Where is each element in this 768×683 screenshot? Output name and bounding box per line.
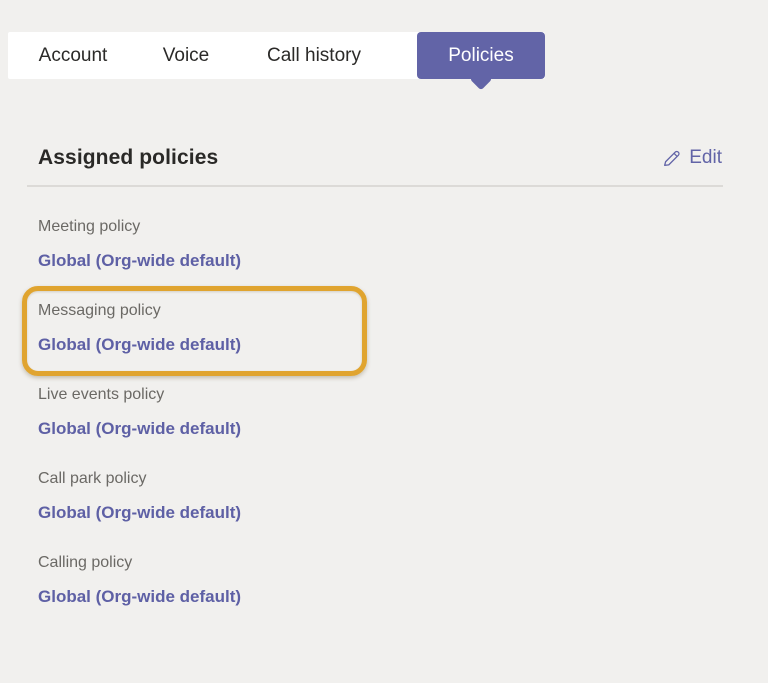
edit-button-label: Edit xyxy=(689,147,722,168)
policy-label: Meeting policy xyxy=(38,218,141,235)
tab-call-history[interactable]: Call history xyxy=(267,44,361,66)
active-tab-caret-icon xyxy=(469,67,493,91)
policy-item-calling: Calling policy Global (Org-wide default) xyxy=(38,552,458,610)
edit-button[interactable]: Edit xyxy=(661,147,722,169)
tab-account[interactable]: Account xyxy=(38,44,108,66)
tab-spacer xyxy=(394,32,417,79)
assigned-policies-list: Meeting policy Global (Org-wide default)… xyxy=(22,216,458,636)
policy-value-link[interactable]: Global (Org-wide default) xyxy=(38,503,242,522)
tab-voice[interactable]: Voice xyxy=(162,44,210,66)
tab-policies[interactable]: Policies xyxy=(417,32,545,91)
policy-value-link[interactable]: Global (Org-wide default) xyxy=(38,419,242,438)
policy-label: Call park policy xyxy=(38,470,147,487)
pencil-icon xyxy=(661,148,682,169)
policy-item-live-events: Live events policy Global (Org-wide defa… xyxy=(38,384,458,442)
page-title: Assigned policies xyxy=(38,146,219,169)
policy-label: Messaging policy xyxy=(38,302,161,319)
policy-label: Calling policy xyxy=(38,554,133,571)
section-heading-row: Assigned policies Edit xyxy=(38,146,722,170)
policy-value-link[interactable]: Global (Org-wide default) xyxy=(38,251,242,270)
policy-label: Live events policy xyxy=(38,386,165,403)
policy-item-messaging: Messaging policy Global (Org-wide defaul… xyxy=(22,286,458,376)
section-divider xyxy=(27,185,723,187)
policy-item-meeting: Meeting policy Global (Org-wide default) xyxy=(38,216,458,274)
profile-tab-bar: Account Voice Call history Policies xyxy=(8,32,545,91)
policy-value-link[interactable]: Global (Org-wide default) xyxy=(38,587,242,606)
policy-item-call-park: Call park policy Global (Org-wide defaul… xyxy=(38,468,458,526)
policy-value-link[interactable]: Global (Org-wide default) xyxy=(38,335,242,354)
tab-policies-label: Policies xyxy=(448,44,514,66)
